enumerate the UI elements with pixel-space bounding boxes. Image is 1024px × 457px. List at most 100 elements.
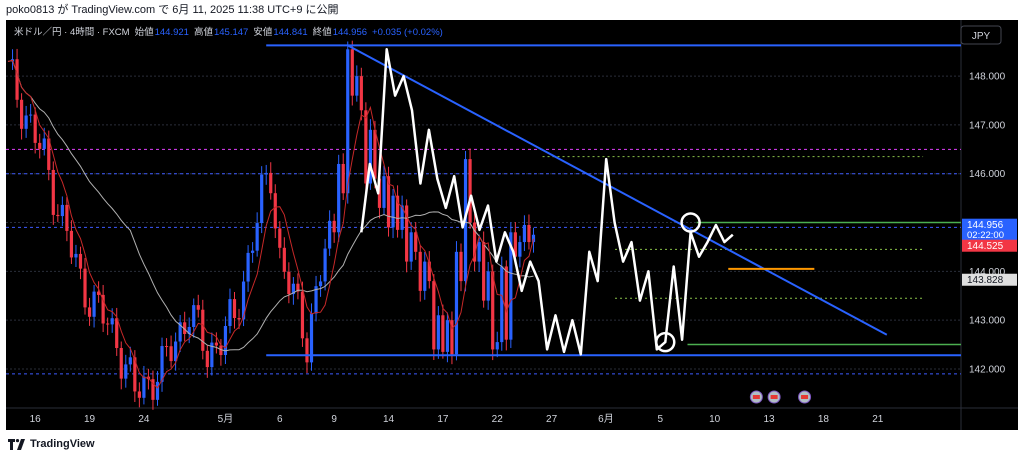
candle-body	[92, 291, 96, 317]
legend-open-value: 144.921	[155, 27, 189, 38]
time-tick-label: 13	[763, 414, 775, 425]
price-tick-label: 147.000	[969, 120, 1006, 131]
candle-body	[418, 251, 422, 291]
candle-body	[300, 291, 305, 339]
candle-body	[101, 294, 105, 324]
event-flag-icon-stripe	[752, 395, 760, 399]
time-tick-label: 27	[546, 414, 558, 425]
time-tick-label: 5	[658, 414, 664, 425]
price-label-value: 144.956	[967, 220, 1004, 231]
candle-body	[414, 232, 418, 252]
legend-change: +0.035 (+0.02%)	[372, 27, 443, 38]
candle-body	[160, 346, 164, 382]
candle-body	[337, 163, 341, 233]
legend-symbol: 米ドル／円 · 4時間 · FXCM	[14, 26, 130, 38]
price-label-countdown: 02:22:00	[967, 230, 1004, 241]
candle-body	[468, 159, 472, 223]
event-flag-icon-stripe	[770, 395, 778, 399]
candle-body	[273, 193, 277, 229]
currency-button-label[interactable]: JPY	[972, 31, 991, 42]
legend-close-value: 144.956	[333, 27, 367, 38]
candle-body	[155, 381, 160, 400]
candle-body	[323, 248, 327, 282]
time-tick-label: 21	[872, 414, 884, 425]
time-tick-label: 5月	[218, 413, 234, 425]
candle-body	[87, 307, 92, 317]
fast-moving-average	[7, 59, 534, 389]
candle-body	[69, 230, 74, 258]
legend-open-label: 始値	[135, 26, 155, 38]
candle-body	[119, 348, 123, 379]
candle-body	[133, 357, 137, 392]
candle-body	[196, 305, 200, 310]
candle-body	[491, 271, 495, 350]
candle-body	[237, 318, 241, 320]
candle-body	[441, 315, 445, 352]
candle-body	[137, 391, 141, 398]
candle-body	[74, 253, 78, 258]
candle-body	[241, 281, 246, 320]
candle-body	[210, 342, 214, 368]
candle-body	[192, 305, 196, 327]
candle-body	[436, 315, 440, 350]
time-tick-label: 14	[383, 414, 395, 425]
candle-body	[115, 318, 119, 349]
price-label-value: 143.828	[967, 275, 1004, 286]
chart-frame[interactable]: 148.000147.000146.000145.000144.000143.0…	[6, 20, 1018, 430]
candle-body	[29, 114, 33, 116]
publish-header: poko0813 が TradingView.com で 6月 11, 2025…	[0, 0, 1024, 20]
tradingview-logo-text: TradingView	[30, 438, 95, 450]
zigzag-line	[360, 48, 734, 356]
price-axis: 148.000147.000146.000145.000144.000143.0…	[962, 72, 1017, 375]
candle-body	[364, 110, 368, 184]
candle-body	[65, 204, 69, 231]
price-label-value: 144.525	[967, 241, 1004, 252]
time-tick-label: 22	[492, 414, 504, 425]
candle-body	[328, 220, 332, 249]
candle-body	[251, 250, 255, 253]
trend-drawings	[266, 44, 961, 404]
candle-body	[513, 232, 517, 257]
candle-body	[19, 99, 24, 129]
candle-body	[531, 234, 536, 243]
candle-body	[450, 320, 454, 355]
legend-low-value: 144.841	[273, 27, 307, 38]
candle-body	[291, 283, 295, 295]
tradingview-logo-icon	[8, 438, 25, 450]
candle-body	[459, 251, 463, 282]
candle-body	[174, 341, 178, 362]
candle-body	[47, 138, 51, 170]
horizontal-levels	[6, 148, 961, 375]
time-axis: 16 19 24 5月 6 9 14 17 22 27 6月 5 10 13 18 21	[30, 413, 884, 425]
currency-button[interactable]: JPY	[960, 25, 1002, 45]
chart-canvas[interactable]: 148.000147.000146.000145.000144.000143.0…	[6, 20, 1018, 430]
candle-body	[445, 320, 450, 352]
candle-body	[454, 251, 459, 355]
grid	[6, 20, 1018, 430]
event-flag-icon-stripe	[801, 395, 809, 399]
price-label-box	[962, 218, 1017, 241]
time-tick-label: 18	[818, 414, 830, 425]
candle-body	[350, 49, 354, 96]
price-tick-label: 146.000	[969, 169, 1006, 180]
candle-body	[332, 220, 336, 233]
candle-body	[219, 345, 223, 356]
candle-body	[56, 214, 60, 217]
candle-body	[427, 261, 431, 282]
candle-body	[355, 76, 359, 96]
candle-body	[232, 299, 237, 319]
candle-body	[373, 129, 377, 179]
tradingview-logo[interactable]: TradingView	[8, 437, 95, 451]
candle-body	[314, 286, 318, 314]
candle-body	[106, 323, 110, 325]
candle-body	[359, 76, 363, 111]
candle-body	[205, 350, 209, 368]
candle-body	[83, 268, 87, 308]
currency-button-box[interactable]	[960, 25, 1002, 45]
candle-body	[382, 176, 386, 208]
candle-body	[377, 178, 382, 208]
publish-info: poko0813 が TradingView.com で 6月 11, 2025…	[6, 4, 339, 16]
candle-body	[527, 224, 531, 243]
candle-body	[124, 364, 128, 379]
legend-close-label: 終値	[313, 26, 333, 38]
